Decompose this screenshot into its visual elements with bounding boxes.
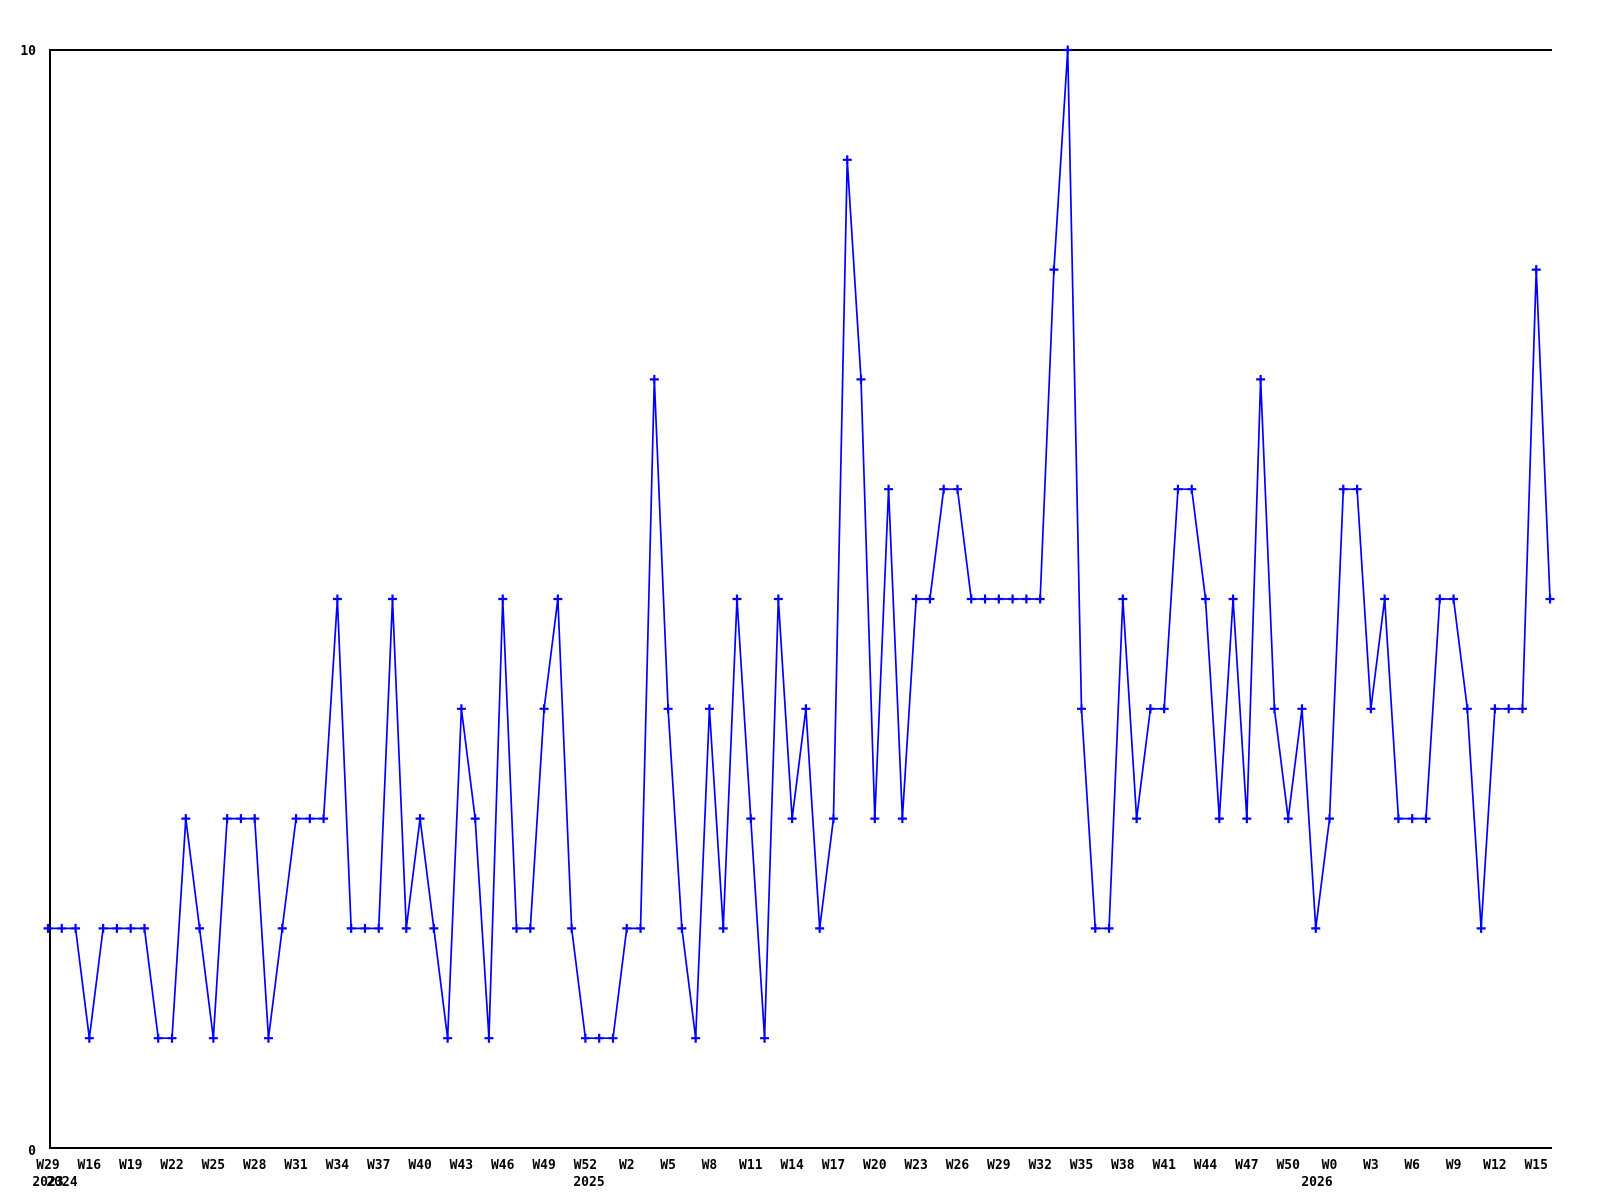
x-tick-label: W44 [1194,1158,1218,1173]
year-label: 2026 [1301,1175,1332,1190]
x-tick-label: W47 [1235,1158,1258,1173]
x-tick-label: W31 [284,1158,308,1173]
data-series-line [48,49,1551,1040]
x-tick-label: W50 [1276,1158,1300,1173]
x-tick-label: W8 [702,1158,718,1173]
x-tick-label: W32 [1028,1158,1051,1173]
x-tick-label: W0 [1322,1158,1338,1173]
x-tick-label: W17 [822,1158,845,1173]
x-tick-label: W25 [202,1158,225,1173]
x-tick-label: W43 [450,1158,473,1173]
x-tick-label: W28 [243,1158,267,1173]
x-tick-label: W41 [1152,1158,1176,1173]
x-tick-label: W52 [574,1158,597,1173]
x-tick-label: W3 [1363,1158,1379,1173]
x-tick-label: W22 [160,1158,183,1173]
x-tick-label: W20 [863,1158,887,1173]
x-tick-label: W35 [1070,1158,1093,1173]
plot-border [49,49,1552,1149]
x-tick-label: W38 [1111,1158,1135,1173]
x-tick-label: W16 [78,1158,102,1173]
x-tick-label: W2 [619,1158,635,1173]
x-tick-label: W49 [532,1158,555,1173]
x-tick-label: W11 [739,1158,763,1173]
x-tick-label: W15 [1524,1158,1547,1173]
x-tick-label: W5 [660,1158,676,1173]
x-tick-label: W34 [326,1158,350,1173]
year-label: 2023 [32,1175,63,1190]
x-tick-label: W12 [1483,1158,1506,1173]
x-tick-label: W40 [408,1158,432,1173]
x-tick-label: W23 [904,1158,927,1173]
x-tick-label: W14 [780,1158,804,1173]
x-tick-label: W37 [367,1158,390,1173]
x-tick-label: W19 [119,1158,142,1173]
x-tick-label: W9 [1446,1158,1462,1173]
year-label: 2024 [46,1175,77,1190]
data-point-markers [43,45,1555,1043]
x-tick-label: W29 [36,1158,59,1173]
year-label: 2025 [573,1175,604,1190]
x-tick-label: W46 [491,1158,515,1173]
x-tick-label: W29 [987,1158,1010,1173]
x-tick-label: W26 [946,1158,970,1173]
y-tick-label-max: 10 [20,44,36,59]
x-tick-label: W6 [1404,1158,1420,1173]
y-tick-label-min: 0 [28,1144,36,1159]
